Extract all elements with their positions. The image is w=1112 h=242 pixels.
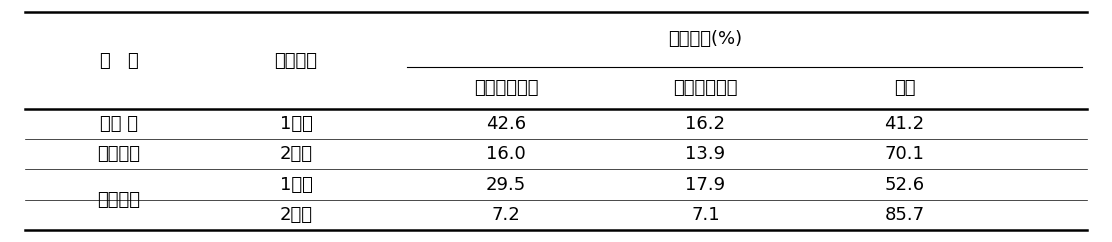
Text: 17.9: 17.9 xyxy=(685,175,725,194)
Text: 70.1: 70.1 xyxy=(884,145,924,163)
Text: 1개월: 1개월 xyxy=(279,115,312,133)
Text: 85.7: 85.7 xyxy=(884,206,924,224)
Text: 13.9: 13.9 xyxy=(685,145,725,163)
Text: 1개월: 1개월 xyxy=(279,175,312,194)
Text: 분포비율(%): 분포비율(%) xyxy=(668,30,743,48)
Text: 왕스코팅: 왕스코팅 xyxy=(98,145,140,163)
Text: 2개월: 2개월 xyxy=(279,145,312,163)
Text: 7.1: 7.1 xyxy=(691,206,719,224)
Text: 침지 및: 침지 및 xyxy=(100,115,138,133)
Text: 수상살포: 수상살포 xyxy=(98,191,140,209)
Text: 16.2: 16.2 xyxy=(685,115,725,133)
Text: 의   리: 의 리 xyxy=(100,52,138,70)
Text: 2개월: 2개월 xyxy=(279,206,312,224)
Text: 푸른곰팅이병: 푸른곰팅이병 xyxy=(673,79,737,97)
Text: 기타: 기타 xyxy=(894,79,915,97)
Text: 42.6: 42.6 xyxy=(486,115,526,133)
Text: 41.2: 41.2 xyxy=(884,115,924,133)
Text: 29.5: 29.5 xyxy=(486,175,526,194)
Text: 7.2: 7.2 xyxy=(492,206,520,224)
Text: 녹색곰팅이병: 녹색곰팅이병 xyxy=(474,79,538,97)
Text: 저장기간: 저장기간 xyxy=(275,52,318,70)
Text: 16.0: 16.0 xyxy=(486,145,526,163)
Text: 52.6: 52.6 xyxy=(884,175,924,194)
